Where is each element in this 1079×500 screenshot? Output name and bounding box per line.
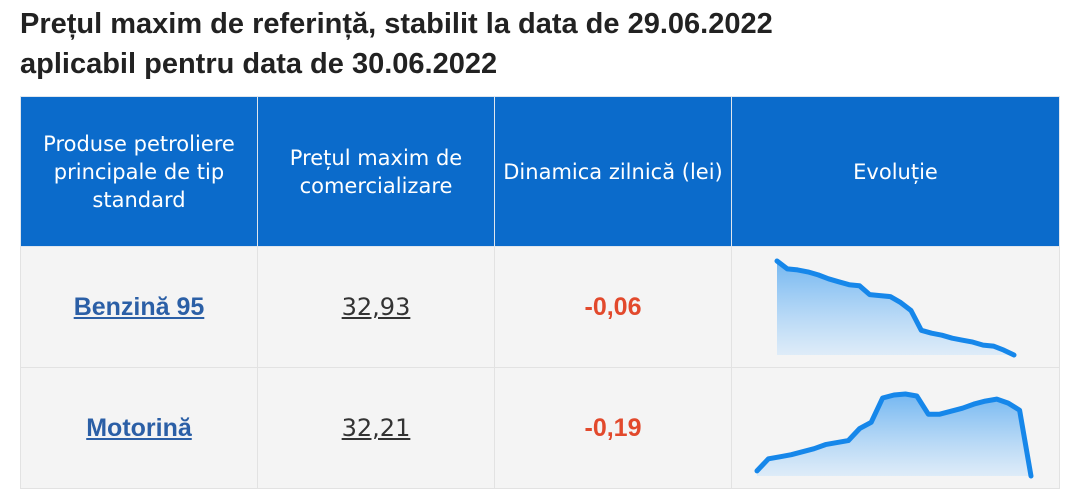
price: 32,21 [341, 414, 411, 442]
header-row: Produse petroliere principale de tip sta… [20, 96, 1060, 247]
sparkline [774, 258, 1017, 358]
product-cell: Motorină [20, 367, 258, 489]
sparkline [754, 391, 1034, 479]
sparkline-line [774, 258, 1017, 358]
product-link[interactable]: Motorină [86, 413, 192, 442]
change-cell: -0,06 [494, 246, 732, 368]
trend-cell [731, 367, 1060, 489]
price-cell: 32,93 [257, 246, 495, 368]
title-line: Prețul maxim de referință, stabilit la d… [20, 8, 773, 40]
daily-change: -0,19 [584, 413, 642, 442]
sparkline-line [754, 391, 1034, 479]
sparkline-area [777, 261, 1014, 355]
product-link[interactable]: Benzină 95 [73, 292, 205, 321]
data-row: Motorină 32,21 -0,19 [20, 367, 1060, 489]
column-header: Produse petroliere principale de tip sta… [20, 96, 258, 247]
column-header: Dinamica zilnică (lei) [494, 96, 732, 247]
title-line: aplicabil pentru data de 30.06.2022 [20, 48, 498, 80]
price-cell: 32,21 [257, 367, 495, 489]
column-header: Prețul maxim de comercializare [257, 96, 495, 247]
data-row: Benzină 95 32,93 -0,06 [20, 246, 1060, 368]
change-cell: -0,19 [494, 367, 732, 489]
price: 32,93 [341, 293, 411, 321]
product-cell: Benzină 95 [20, 246, 258, 368]
sparkline-area [757, 394, 1031, 476]
trend-cell [731, 246, 1060, 368]
column-header: Evoluție [731, 96, 1060, 247]
price-table: Produse petroliere principale de tip sta… [20, 96, 1060, 489]
daily-change: -0,06 [584, 292, 642, 321]
page-title: Prețul maxim de referință, stabilit la d… [20, 4, 773, 84]
